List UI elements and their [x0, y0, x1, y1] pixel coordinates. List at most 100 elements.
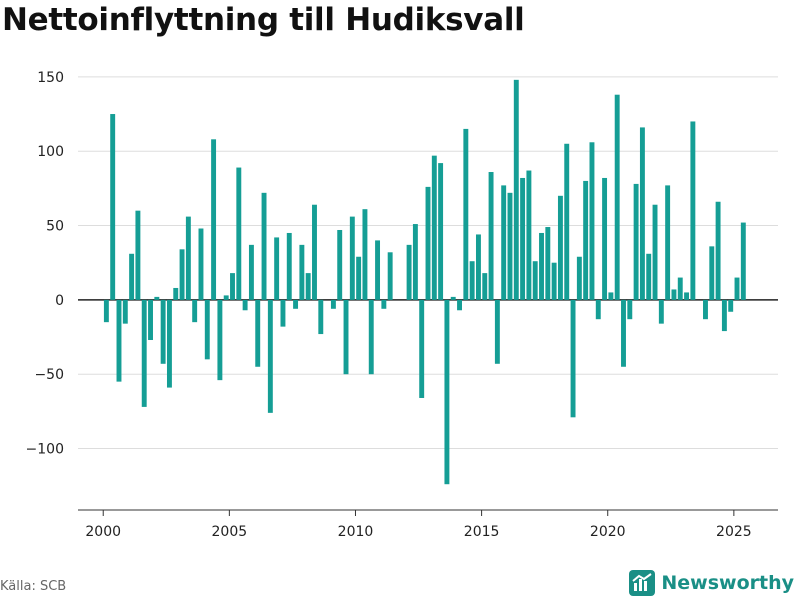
bar — [129, 253, 135, 300]
bar — [532, 261, 538, 300]
bar — [312, 204, 317, 300]
y-tick-label: −100 — [26, 442, 64, 458]
bar — [280, 299, 286, 327]
bar — [690, 121, 696, 300]
bar — [299, 244, 305, 300]
brand-logo: Newsworthy — [629, 570, 794, 596]
bar — [160, 299, 166, 364]
bar — [551, 262, 557, 300]
bar — [614, 94, 620, 300]
bar — [475, 234, 481, 300]
bar — [148, 299, 153, 341]
bar — [658, 299, 664, 324]
bar — [261, 192, 267, 300]
bar — [343, 299, 349, 375]
bar — [198, 228, 204, 300]
bar — [305, 273, 311, 300]
bar — [362, 209, 368, 300]
bar — [539, 232, 544, 300]
y-tick-label: 150 — [37, 70, 64, 86]
bar — [230, 273, 235, 300]
bar — [633, 183, 639, 300]
x-tick-label: 2010 — [338, 524, 374, 540]
bar — [734, 277, 740, 300]
bar — [185, 216, 191, 300]
x-tick-label: 2025 — [716, 524, 752, 540]
bar — [740, 222, 746, 300]
bar — [286, 232, 292, 300]
bar — [242, 299, 248, 311]
bar — [356, 256, 362, 300]
bar — [122, 299, 128, 324]
bar — [595, 299, 601, 320]
bar — [557, 195, 563, 300]
bar — [715, 201, 721, 300]
source-note: Källa: SCB — [0, 579, 67, 594]
bar — [482, 273, 488, 300]
bar — [211, 139, 217, 300]
bar — [368, 299, 374, 375]
bar — [469, 261, 475, 300]
bar — [103, 299, 109, 323]
bar — [274, 237, 280, 300]
bar — [204, 299, 210, 360]
brand-name: Newsworthy — [661, 572, 794, 594]
bar — [337, 229, 343, 300]
bar — [450, 296, 456, 300]
y-tick-label: 0 — [55, 293, 64, 309]
bar — [488, 172, 494, 300]
bar — [173, 287, 179, 300]
bar — [728, 299, 734, 312]
x-tick-label: 2000 — [85, 524, 121, 540]
bar — [526, 170, 532, 300]
bar — [375, 240, 381, 300]
bar — [387, 252, 393, 300]
y-tick-label: 50 — [46, 219, 64, 235]
bar — [116, 299, 122, 382]
bar — [646, 253, 652, 300]
bar — [438, 163, 444, 300]
bar — [223, 295, 229, 300]
bar — [166, 299, 172, 388]
bar — [639, 127, 645, 300]
bar — [419, 299, 425, 398]
bar — [154, 296, 160, 300]
bar — [318, 299, 324, 335]
bar — [248, 244, 254, 300]
y-tick-label: −50 — [34, 367, 64, 383]
bar — [192, 299, 198, 323]
x-axis: 2000 2005 2010 2015 2020 2025 — [78, 509, 778, 540]
bar — [110, 114, 116, 300]
bar — [330, 299, 336, 309]
bar — [431, 155, 437, 300]
x-tick-label: 2015 — [464, 524, 500, 540]
bar — [608, 292, 614, 300]
bar — [236, 167, 242, 300]
bar — [520, 177, 526, 300]
bar — [141, 299, 147, 407]
bar — [709, 246, 715, 300]
bar — [406, 244, 412, 300]
bar — [179, 249, 185, 300]
bar — [457, 299, 462, 311]
bar — [217, 299, 223, 381]
bar — [564, 143, 570, 300]
y-tick-label: 100 — [37, 144, 64, 160]
bar — [583, 180, 589, 300]
x-tick-label: 2020 — [590, 524, 626, 540]
bar — [267, 299, 273, 413]
bar — [501, 185, 507, 300]
bar — [589, 142, 595, 300]
bar — [425, 186, 431, 300]
bars — [103, 79, 746, 485]
bar — [494, 299, 500, 364]
bar — [703, 299, 708, 320]
chart-title: Nettoinflyttning till Hudiksvall — [2, 2, 525, 38]
bar — [513, 79, 519, 300]
bar — [463, 128, 469, 300]
y-axis-tick-labels: 150 100 50 0 −50 −100 — [26, 70, 64, 458]
bar — [545, 227, 551, 300]
bar — [255, 299, 261, 367]
bar — [444, 299, 450, 485]
